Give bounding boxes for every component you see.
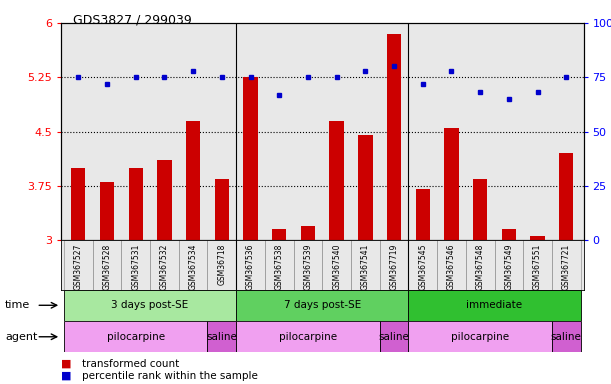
Text: GSM367531: GSM367531: [131, 244, 141, 290]
Bar: [379, 321, 408, 352]
Bar: [208, 321, 236, 352]
Bar: [93, 240, 122, 290]
Text: saline: saline: [207, 332, 237, 342]
Bar: [358, 135, 373, 240]
Bar: [351, 240, 379, 290]
Bar: [323, 240, 351, 290]
Bar: [236, 240, 265, 290]
Bar: [408, 321, 552, 352]
Text: immediate: immediate: [466, 300, 522, 310]
Text: GSM367528: GSM367528: [103, 244, 112, 290]
Bar: [408, 290, 580, 321]
Bar: [437, 240, 466, 290]
Text: GSM367532: GSM367532: [160, 244, 169, 290]
Bar: [301, 225, 315, 240]
Bar: [157, 161, 172, 240]
Text: GSM367539: GSM367539: [304, 244, 312, 290]
Text: agent: agent: [5, 332, 37, 342]
Text: 7 days post-SE: 7 days post-SE: [284, 300, 361, 310]
Bar: [64, 321, 208, 352]
Text: saline: saline: [551, 332, 582, 342]
Text: transformed count: transformed count: [82, 359, 180, 369]
Text: GSM367545: GSM367545: [419, 244, 427, 290]
Text: GSM367721: GSM367721: [562, 244, 571, 290]
Text: percentile rank within the sample: percentile rank within the sample: [82, 371, 258, 381]
Bar: [236, 290, 408, 321]
Bar: [122, 240, 150, 290]
Text: saline: saline: [379, 332, 409, 342]
Bar: [243, 77, 258, 240]
Bar: [100, 182, 114, 240]
Bar: [408, 240, 437, 290]
Text: GSM367549: GSM367549: [504, 244, 513, 290]
Bar: [444, 128, 459, 240]
Text: GSM367546: GSM367546: [447, 244, 456, 290]
Bar: [150, 240, 179, 290]
Text: GSM367551: GSM367551: [533, 244, 542, 290]
Bar: [379, 240, 408, 290]
Bar: [559, 153, 574, 240]
Text: GSM367534: GSM367534: [189, 244, 197, 290]
Bar: [329, 121, 344, 240]
Bar: [128, 168, 143, 240]
Text: GDS3827 / 299039: GDS3827 / 299039: [73, 13, 192, 26]
Bar: [415, 189, 430, 240]
Text: GSM36718: GSM36718: [218, 244, 226, 285]
Bar: [530, 237, 545, 240]
Bar: [294, 240, 323, 290]
Bar: [466, 240, 494, 290]
Bar: [64, 240, 93, 290]
Text: ■: ■: [61, 359, 71, 369]
Bar: [523, 240, 552, 290]
Bar: [387, 34, 401, 240]
Text: GSM367540: GSM367540: [332, 244, 341, 290]
Bar: [272, 229, 287, 240]
Bar: [214, 179, 229, 240]
Text: GSM367527: GSM367527: [74, 244, 83, 290]
Bar: [186, 121, 200, 240]
Bar: [552, 240, 580, 290]
Text: GSM367541: GSM367541: [361, 244, 370, 290]
Text: time: time: [5, 300, 30, 310]
Bar: [552, 321, 580, 352]
Text: GSM367536: GSM367536: [246, 244, 255, 290]
Bar: [265, 240, 294, 290]
Bar: [64, 290, 236, 321]
Bar: [494, 240, 523, 290]
Bar: [208, 240, 236, 290]
Bar: [502, 229, 516, 240]
Text: ■: ■: [61, 371, 71, 381]
Bar: [473, 179, 488, 240]
Bar: [71, 168, 86, 240]
Text: GSM367719: GSM367719: [390, 244, 398, 290]
Text: 3 days post-SE: 3 days post-SE: [111, 300, 189, 310]
Text: pilocarpine: pilocarpine: [107, 332, 165, 342]
Bar: [179, 240, 208, 290]
Text: pilocarpine: pilocarpine: [451, 332, 509, 342]
Text: GSM367538: GSM367538: [275, 244, 284, 290]
Text: GSM367548: GSM367548: [476, 244, 485, 290]
Bar: [236, 321, 379, 352]
Text: pilocarpine: pilocarpine: [279, 332, 337, 342]
